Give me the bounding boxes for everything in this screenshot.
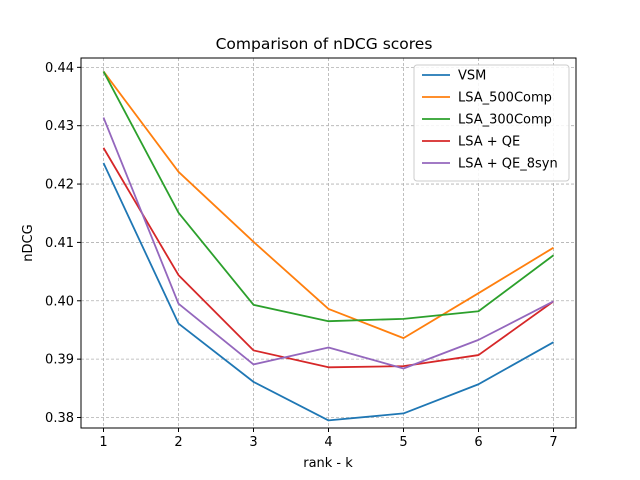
legend-box: [413, 64, 570, 182]
x-tick-label: 1: [99, 435, 107, 450]
x-tick-label: 7: [549, 435, 557, 450]
y-axis-label: nDCG: [21, 224, 36, 261]
legend: VSM LSA_500Comp LSA_300Comp LSA + QE LSA + Q…: [413, 64, 570, 182]
x-tick-label: 6: [474, 435, 482, 450]
x-tick-label: 5: [399, 435, 407, 450]
chart-title: Comparison of nDCG scores: [216, 35, 433, 53]
y-tick-label: 0.41: [45, 236, 74, 251]
y-tick-label: 0.40: [45, 294, 74, 309]
series-lines: [102, 70, 555, 422]
y-tick-label: 0.44: [45, 61, 74, 76]
y-tick-label: 0.39: [45, 353, 74, 368]
y-tick-label: 0.43: [45, 119, 74, 134]
series-line-1: [102, 70, 554, 340]
axis-ticks: 1 2 3 4 5 6 7 0.38 0.39 0.40 0.41 0.42 0.43 0.44: [45, 61, 558, 450]
legend-label: LSA_500Comp: [458, 91, 552, 106]
series-line-3: [102, 147, 555, 369]
legend-label: VSM: [458, 69, 486, 84]
x-axis-label: rank - k: [303, 456, 353, 471]
legend-label: LSA_300Comp: [458, 113, 552, 128]
series-line-0: [102, 162, 554, 422]
series-line-4: [102, 117, 554, 370]
x-tick-label: 2: [174, 435, 182, 450]
series-line-2: [102, 71, 555, 323]
y-tick-label: 0.38: [45, 411, 74, 426]
y-tick-label: 0.42: [45, 178, 74, 193]
legend-label: LSA + QE: [458, 135, 520, 150]
x-tick-label: 4: [324, 435, 332, 450]
x-tick-label: 3: [249, 435, 257, 450]
legend-label: LSA + QE_8syn: [458, 157, 558, 172]
